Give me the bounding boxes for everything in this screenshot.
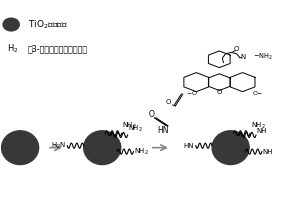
Text: NH$_2$: NH$_2$ (128, 124, 143, 134)
Text: NH$_2$: NH$_2$ (134, 147, 149, 157)
Text: （3-氨丙基）三甲氧基硫烷: （3-氨丙基）三甲氧基硫烷 (28, 44, 88, 53)
Text: TiO$_2$纳米颗粒: TiO$_2$纳米颗粒 (28, 18, 67, 31)
Text: N: N (240, 54, 245, 60)
Text: NH: NH (256, 128, 267, 134)
Text: O$-$: O$-$ (252, 89, 264, 97)
Ellipse shape (212, 131, 249, 165)
Text: NH: NH (262, 149, 273, 155)
Text: O: O (148, 110, 154, 119)
Text: H$_2$N: H$_2$N (51, 141, 66, 151)
Text: O: O (217, 89, 222, 95)
Ellipse shape (2, 131, 39, 165)
Text: $-$NH$_2$: $-$NH$_2$ (253, 52, 273, 62)
Text: NH$_2$: NH$_2$ (250, 121, 266, 131)
Text: NH$_2$: NH$_2$ (122, 121, 137, 131)
Ellipse shape (84, 131, 121, 165)
Text: H$_2$: H$_2$ (7, 42, 18, 55)
Text: $-$O: $-$O (186, 89, 198, 97)
Text: HN: HN (184, 143, 194, 149)
Ellipse shape (3, 18, 19, 31)
Text: O: O (166, 99, 171, 105)
Text: O: O (234, 46, 239, 52)
Text: HN: HN (158, 126, 169, 135)
